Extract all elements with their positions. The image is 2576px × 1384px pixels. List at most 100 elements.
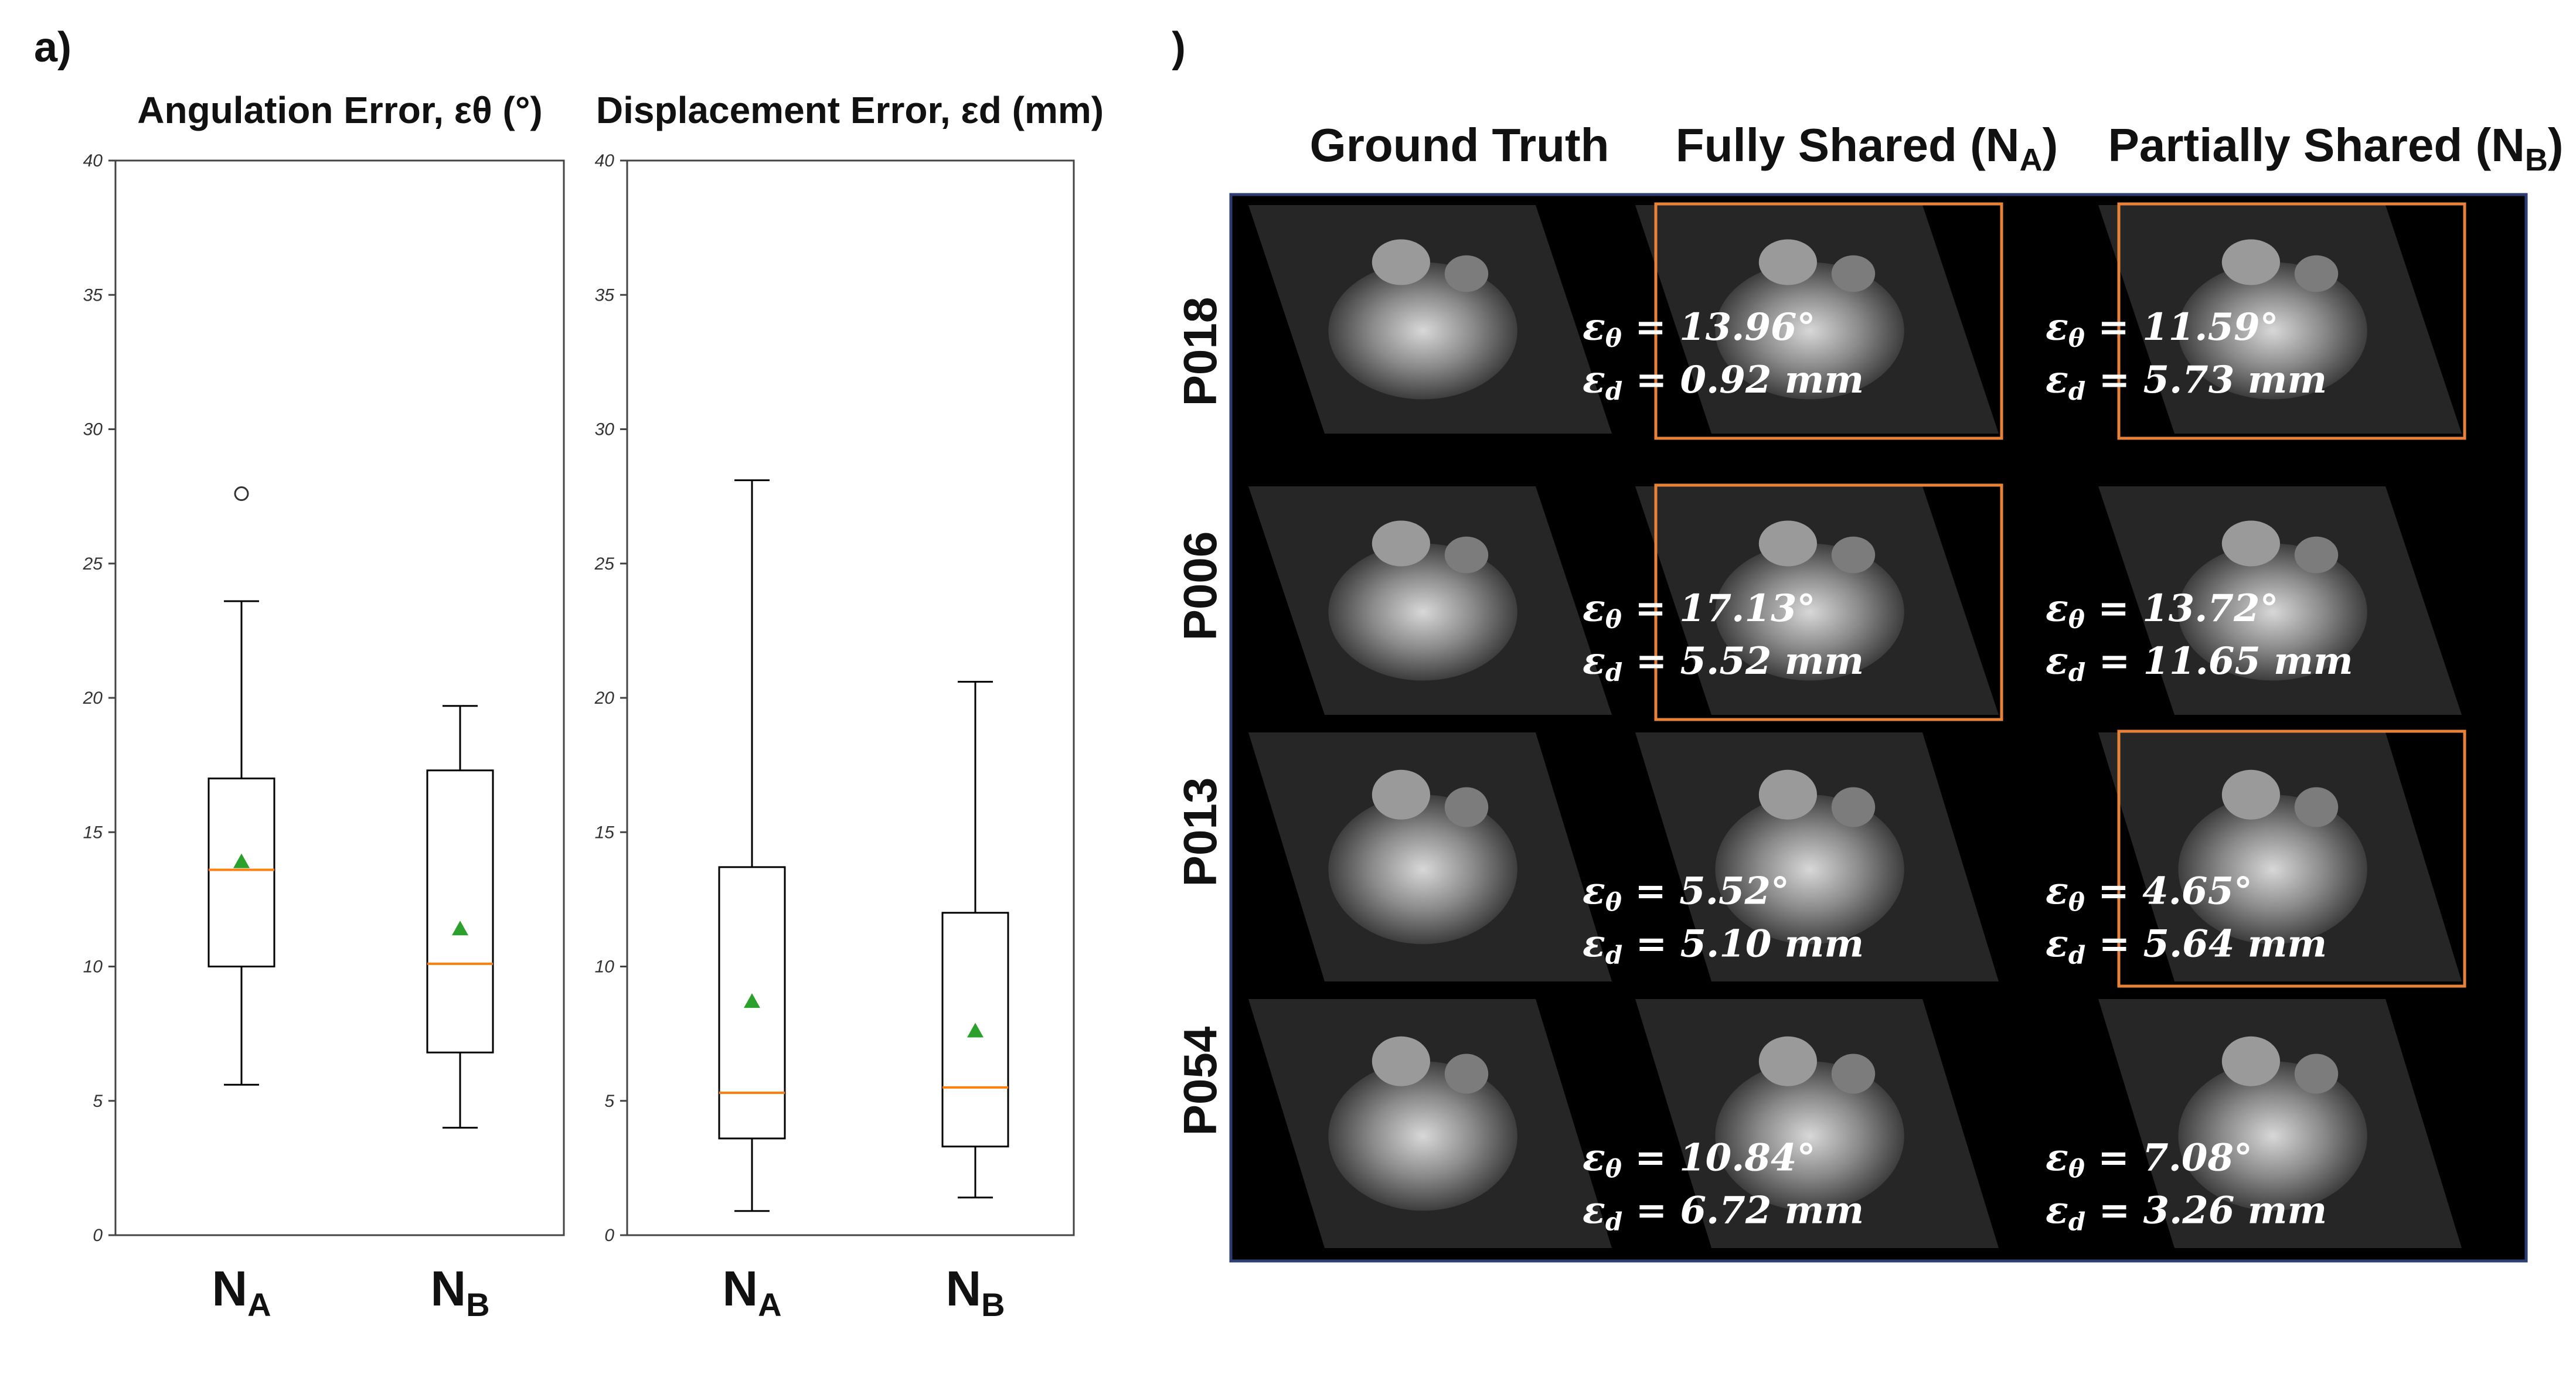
vessel-region	[1831, 1054, 1876, 1094]
row-label: P013	[1174, 778, 1226, 887]
y-tick-label: 10	[595, 957, 615, 977]
angulation-metric: εθ = 13.72°	[2046, 587, 2279, 634]
mri-slice	[1635, 732, 1999, 981]
displacement-metric: εd = 5.64 mm	[2046, 922, 2327, 970]
heart-region	[2178, 795, 2367, 945]
y-tick-label: 5	[93, 1092, 103, 1111]
y-tick-label: 0	[93, 1226, 103, 1245]
vessel-region	[2221, 239, 2280, 285]
heart-region	[1328, 262, 1517, 400]
iqr-box	[941, 912, 1009, 1148]
displacement-metric: εd = 6.72 mm	[1583, 1189, 1864, 1236]
box-group	[426, 705, 494, 1129]
y-tick-label: 5	[604, 1092, 614, 1111]
y-tick-label: 10	[83, 957, 103, 977]
panel-a-label: a)	[34, 24, 72, 71]
y-tick-label: 20	[83, 688, 103, 708]
mri-slice	[2098, 999, 2462, 1248]
mri-slice	[1635, 999, 1999, 1248]
vessel-region	[1758, 520, 1817, 567]
vessel-region	[1831, 536, 1876, 574]
column-header: Ground Truth	[1309, 119, 1609, 171]
vessel-region	[2294, 1054, 2339, 1094]
panel-b-mri-grid: b) Ground Truth Fully Shared (NA) Partiall…	[1172, 24, 2564, 1263]
angulation-metric: εθ = 10.84°	[1583, 1136, 1816, 1184]
vessel-region	[2221, 769, 2280, 820]
column-header: Fully Shared (NA)	[1676, 119, 2058, 178]
vessel-region	[1444, 255, 1489, 292]
vessel-region	[1372, 520, 1430, 567]
column-headers: Ground Truth Fully Shared (NA) Partially S…	[1309, 119, 2563, 178]
y-tick-label: 25	[594, 554, 615, 574]
mean-marker	[452, 921, 468, 936]
outlier-point	[234, 486, 249, 502]
vessel-region	[2221, 520, 2280, 567]
y-tick-label: 15	[83, 823, 103, 842]
x-category-label: NA	[722, 1261, 781, 1323]
plot-frame	[626, 159, 1075, 1236]
mri-slice	[1248, 205, 1612, 434]
row-label: P006	[1174, 531, 1226, 641]
highlight-box	[2117, 730, 2466, 988]
y-tick-label: 30	[595, 420, 615, 439]
box-group	[718, 479, 786, 1212]
x-category-label: NB	[430, 1261, 489, 1323]
angulation-metric: εθ = 11.59°	[2046, 305, 2279, 353]
vessel-region	[1831, 255, 1876, 292]
mri-slice	[2098, 486, 2462, 715]
displacement-metric: εd = 5.52 mm	[1583, 639, 1864, 687]
heart-region	[1715, 1061, 1904, 1211]
iqr-box	[426, 769, 494, 1054]
iqr-box	[207, 778, 275, 968]
heart-region	[2178, 543, 2367, 681]
y-tick-label: 30	[83, 420, 103, 439]
angulation-metric: εθ = 13.96°	[1583, 305, 1816, 353]
displacement-error-plot: Displacement Error, εd (mm) 0 5 10 15 20 25 30 3…	[594, 89, 1104, 1323]
y-tick-label: 25	[83, 554, 103, 574]
vessel-region	[1444, 787, 1489, 827]
displacement-metric: εd = 5.10 mm	[1583, 922, 1864, 970]
mri-slice	[2098, 730, 2466, 988]
highlight-box	[2117, 202, 2466, 440]
y-tick-label: 15	[595, 823, 615, 842]
mean-marker	[744, 993, 760, 1008]
vessel-region	[1444, 1054, 1489, 1094]
y-tick-label: 0	[604, 1226, 614, 1245]
plot-frame	[114, 159, 565, 1236]
image-grid: εθ = 13.96° εd = 0.92 mm εθ = 11.59° εd = 5…	[1248, 202, 2466, 1248]
vessel-region	[2294, 536, 2339, 574]
box-group	[941, 680, 1009, 1199]
panel-b-label: b)	[1172, 24, 1186, 71]
vessel-region	[1372, 1036, 1430, 1086]
displacement-metric: εd = 5.73 mm	[2046, 358, 2327, 405]
mri-slice	[1248, 486, 1612, 715]
displacement-metric: εd = 3.26 mm	[2046, 1189, 2327, 1236]
row-labels: P018 P006 P013 P054	[1174, 297, 1226, 1136]
highlight-box	[1654, 483, 2003, 721]
vessel-region	[1372, 239, 1430, 285]
displacement-metric: εd = 0.92 mm	[1583, 358, 1864, 405]
heart-region	[1715, 262, 1904, 400]
y-tick-label: 40	[83, 151, 103, 171]
mri-slice	[1635, 202, 2003, 440]
x-category-label: NA	[212, 1261, 271, 1323]
mri-slice	[1248, 999, 1612, 1248]
y-tick-label: 40	[595, 151, 615, 171]
vessel-region	[2294, 255, 2339, 292]
vessel-region	[1372, 769, 1430, 820]
heart-region	[1715, 795, 1904, 945]
heart-region	[1328, 795, 1517, 945]
mri-slice	[1635, 483, 2003, 721]
angulation-error-plot: Angulation Error, εθ (°) 0 5 10 15 20 25 30 35 40…	[83, 89, 565, 1323]
angulation-metric: εθ = 7.08°	[2046, 1136, 2252, 1184]
displacement-metric: εd = 11.65 mm	[2046, 639, 2353, 687]
vessel-region	[1831, 787, 1876, 827]
heart-region	[2178, 262, 2367, 400]
y-tick-label: 35	[83, 285, 103, 305]
heart-region	[1715, 543, 1904, 681]
row-label: P018	[1174, 297, 1226, 407]
plot-title: Displacement Error, εd (mm)	[596, 89, 1104, 131]
mri-slice	[2098, 202, 2466, 440]
box-group	[207, 486, 275, 1086]
heart-region	[1328, 1061, 1517, 1211]
